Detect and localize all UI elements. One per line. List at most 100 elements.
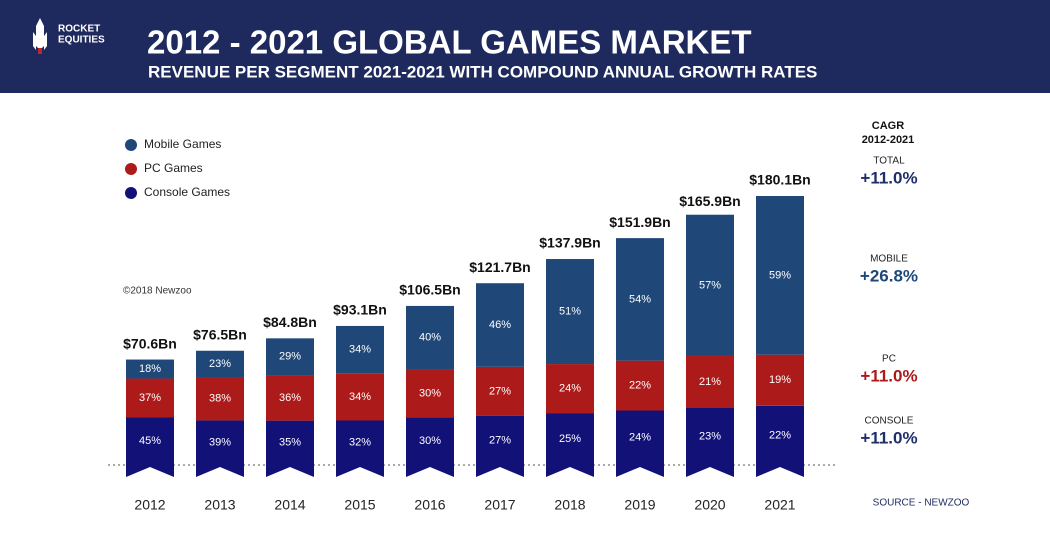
bar-segment	[196, 420, 244, 477]
segment-label: 29%	[279, 351, 301, 363]
segment-label: 39%	[209, 437, 231, 449]
bar-segment	[686, 355, 734, 409]
cagr-label: PC	[882, 354, 896, 365]
x-tick-label: 2018	[554, 497, 585, 513]
bar-segment	[756, 405, 804, 477]
x-tick-label: 2016	[414, 497, 445, 513]
bar-segment	[616, 410, 664, 477]
credit: ©2018 Newzoo	[123, 286, 192, 297]
segment-label: 24%	[629, 432, 651, 444]
legend-swatch	[125, 163, 137, 175]
bar-segment	[126, 417, 174, 477]
bar-segment	[616, 360, 664, 411]
chart-subtitle: REVENUE PER SEGMENT 2021-2021 WITH COMPO…	[148, 62, 817, 81]
bar-segment	[126, 359, 174, 379]
x-tick-label: 2020	[694, 497, 725, 513]
cagr-heading: 2012-2021	[862, 134, 915, 146]
bar-segment	[266, 338, 314, 376]
total-label: $180.1Bn	[749, 172, 810, 188]
segment-label: 37%	[139, 392, 161, 404]
bar-segment	[546, 413, 594, 477]
segment-label: 35%	[279, 437, 301, 449]
bar-segment	[126, 378, 174, 418]
segment-label: 34%	[349, 343, 371, 355]
bar-segment	[616, 238, 664, 361]
bar-segment	[196, 377, 244, 421]
total-label: $76.5Bn	[193, 326, 247, 342]
total-label: $93.1Bn	[333, 302, 387, 318]
segment-label: 22%	[629, 379, 651, 391]
bar-segment	[476, 415, 524, 477]
cagr-label: CONSOLE	[865, 416, 914, 427]
segment-label: 46%	[489, 319, 511, 331]
cagr-value: +11.0%	[860, 366, 917, 385]
segment-label: 27%	[489, 434, 511, 446]
bar-segment	[336, 373, 384, 421]
chart-title: 2012 - 2021 GLOBAL GAMES MARKET	[147, 24, 752, 61]
bar-segment	[756, 196, 804, 355]
header-band	[0, 0, 1050, 93]
total-label: $151.9Bn	[609, 214, 670, 230]
cagr-value: +26.8%	[860, 266, 918, 285]
segment-label: 23%	[699, 430, 721, 442]
total-label: $84.8Bn	[263, 314, 317, 330]
source: SOURCE - NEWZOO	[873, 498, 970, 509]
bar-segment	[476, 283, 524, 367]
segment-label: 30%	[419, 435, 441, 447]
x-tick-label: 2014	[274, 497, 305, 513]
segment-label: 27%	[489, 385, 511, 397]
bar-segment	[686, 408, 734, 477]
segment-label: 51%	[559, 305, 581, 317]
segment-label: 32%	[349, 437, 371, 449]
bar-segment	[546, 259, 594, 365]
bar-segment	[476, 366, 524, 416]
x-tick-label: 2013	[204, 497, 235, 513]
total-label: $137.9Bn	[539, 235, 600, 251]
bar-segment	[406, 305, 454, 370]
segment-label: 40%	[419, 332, 441, 344]
cagr-heading: CAGR	[872, 120, 904, 132]
total-label: $121.7Bn	[469, 259, 530, 275]
x-tick-label: 2012	[134, 497, 165, 513]
cagr-label: TOTAL	[873, 156, 905, 167]
x-tick-label: 2015	[344, 497, 375, 513]
x-tick-label: 2019	[624, 497, 655, 513]
segment-label: 24%	[559, 383, 581, 395]
segment-label: 59%	[769, 269, 791, 281]
bar-segment	[686, 214, 734, 356]
segment-label: 45%	[139, 435, 161, 447]
x-tick-label: 2017	[484, 497, 515, 513]
segment-label: 21%	[699, 376, 721, 388]
segment-label: 38%	[209, 393, 231, 405]
x-tick-label: 2021	[764, 497, 795, 513]
segment-label: 30%	[419, 387, 441, 399]
legend-label: Console Games	[144, 185, 230, 199]
segment-label: 22%	[769, 429, 791, 441]
bar-segment	[546, 364, 594, 414]
segment-label: 36%	[279, 392, 301, 404]
segment-label: 23%	[209, 358, 231, 370]
segment-label: 54%	[629, 293, 651, 305]
legend-label: PC Games	[144, 161, 203, 175]
bar-segment	[336, 420, 384, 477]
bar-segment	[336, 325, 384, 374]
bar-segment	[266, 375, 314, 421]
bar-segment	[196, 350, 244, 378]
segment-label: 19%	[769, 374, 791, 386]
bar-segment	[266, 420, 314, 477]
brand: EQUITIES	[58, 35, 105, 46]
bar-segment	[406, 417, 454, 477]
cagr-value: +11.0%	[860, 428, 917, 447]
cagr-value: +11.0%	[860, 168, 917, 187]
segment-label: 25%	[559, 433, 581, 445]
total-label: $70.6Bn	[123, 335, 177, 351]
legend-label: Mobile Games	[144, 137, 221, 151]
bar-segment	[406, 369, 454, 418]
bar-segment	[756, 354, 804, 406]
total-label: $165.9Bn	[679, 193, 740, 209]
total-label: $106.5Bn	[399, 282, 460, 298]
segment-label: 57%	[699, 279, 721, 291]
segment-label: 18%	[139, 363, 161, 375]
cagr-label: MOBILE	[870, 254, 908, 265]
